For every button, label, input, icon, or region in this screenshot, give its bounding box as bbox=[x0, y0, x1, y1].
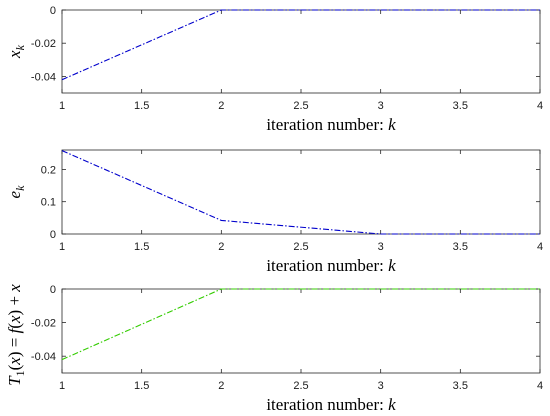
x-tick-label: 3.5 bbox=[453, 100, 468, 112]
y-axis-label: T1​(x) = f(x) + x bbox=[5, 284, 27, 386]
x-axis-label: iteration number: k bbox=[266, 395, 396, 414]
plot-area bbox=[61, 288, 541, 374]
x-tick-label: 3.5 bbox=[453, 380, 468, 392]
x-axis-label: iteration number: k bbox=[266, 256, 396, 275]
x-tick-label: 1.5 bbox=[134, 100, 149, 112]
y-tick-label: 0 bbox=[50, 5, 56, 17]
y-tick-label: -0.04 bbox=[31, 351, 56, 363]
plot-area bbox=[61, 9, 541, 94]
x-tick-label: 3.5 bbox=[453, 241, 468, 253]
x-tick-label: 1.5 bbox=[134, 380, 149, 392]
x-tick-label: 1 bbox=[59, 100, 65, 112]
y-axis-label: ek​ bbox=[5, 185, 27, 199]
x-tick-label: 2 bbox=[218, 241, 224, 253]
x-tick-label: 2.5 bbox=[293, 241, 308, 253]
series-line bbox=[61, 288, 540, 361]
x-tick-label: 4 bbox=[537, 241, 543, 253]
y-tick-label: 0 bbox=[50, 284, 56, 296]
x-tick-label: 2.5 bbox=[293, 380, 308, 392]
x-axis-label-text: iteration number: bbox=[266, 256, 388, 275]
x-tick-label: 2 bbox=[218, 100, 224, 112]
x-tick-label: 2.5 bbox=[293, 100, 308, 112]
x-axis-label-var: k bbox=[388, 395, 396, 414]
subplot-1: 1 1.5 2 2.5 3 3.5 4 0 -0.02 -0.04 iteration number… bbox=[5, 5, 543, 134]
series-line bbox=[61, 9, 540, 81]
x-axis-label-var: k bbox=[388, 256, 396, 275]
y-tick-label: -0.02 bbox=[31, 38, 56, 50]
y-tick-label: 0.1 bbox=[41, 197, 56, 209]
x-tick-label: 4 bbox=[537, 380, 543, 392]
x-tick-label: 1 bbox=[59, 380, 65, 392]
subplot-2: 1 1.5 2 2.5 3 3.5 4 0.2 0.1 0 iteration number: k e… bbox=[5, 149, 543, 275]
x-tick-label: 2 bbox=[218, 380, 224, 392]
x-axis-label-var: k bbox=[388, 115, 396, 134]
y-tick-label: -0.04 bbox=[31, 71, 56, 83]
x-tick-label: 3 bbox=[378, 100, 384, 112]
y-tick-label: -0.02 bbox=[31, 318, 56, 330]
subplot-3: 1 1.5 2 2.5 3 3.5 4 0 -0.02 -0.04 iteration number… bbox=[5, 284, 543, 414]
x-axis-label: iteration number: k bbox=[266, 115, 396, 134]
x-tick-label: 3 bbox=[378, 380, 384, 392]
y-axis-label: xk​ bbox=[5, 44, 27, 59]
x-axis-label-text: iteration number: bbox=[266, 395, 388, 414]
x-tick-label: 4 bbox=[537, 100, 543, 112]
y-tick-label: 0 bbox=[50, 229, 56, 241]
x-tick-label: 3 bbox=[378, 241, 384, 253]
series-line bbox=[61, 150, 540, 235]
y-tick-label: 0.2 bbox=[41, 164, 56, 176]
x-axis-label-text: iteration number: bbox=[266, 115, 388, 134]
plot-area bbox=[61, 149, 541, 235]
x-tick-label: 1.5 bbox=[134, 241, 149, 253]
x-tick-label: 1 bbox=[59, 241, 65, 253]
